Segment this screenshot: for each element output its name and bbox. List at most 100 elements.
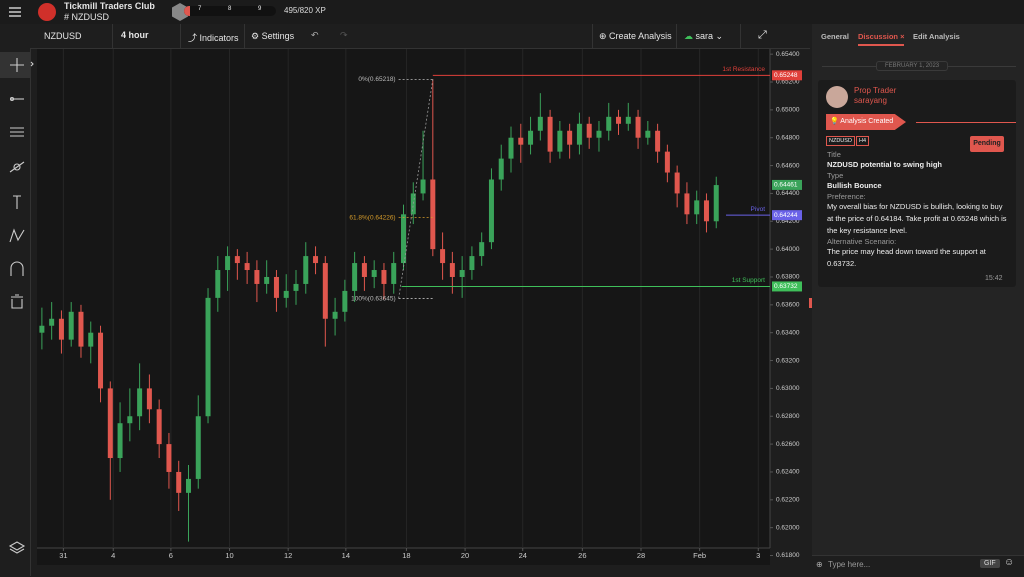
tab-underline (858, 44, 904, 46)
xp-fill (184, 6, 190, 16)
create-analysis[interactable]: ⊕ Create Analysis (599, 31, 672, 41)
y-tick-label: 0.62600 (776, 441, 800, 448)
y-tick-label: 0.62800 (776, 413, 800, 420)
y-tick-label: 0.63800 (776, 274, 800, 281)
candle-body (674, 172, 680, 194)
tab[interactable]: General (821, 32, 849, 41)
candle-body (459, 270, 465, 277)
indicators[interactable]: ⤴ Indicators (188, 33, 239, 43)
field-text: The price may head down toward the suppo… (827, 247, 986, 268)
emoji-add[interactable]: ⊕ (816, 560, 823, 569)
x-tick-label: 6 (169, 551, 173, 560)
y-tick-label: 0.64200 (776, 218, 800, 225)
level-label: 1st Resistance (722, 66, 765, 73)
logo (38, 3, 56, 21)
candle-body (547, 116, 553, 152)
candle-body (391, 263, 397, 284)
gif-button[interactable]: GIF (980, 559, 1000, 568)
field-text: NZDUSD potential to swing high (827, 160, 942, 169)
x-tick-label: 31 (59, 551, 67, 560)
undo[interactable]: ↶ (311, 30, 319, 40)
y-tick-label: 0.63200 (776, 357, 800, 364)
candle-body (176, 471, 182, 493)
candle-body (283, 290, 289, 298)
chat-bar (812, 555, 1024, 577)
tool-icons[interactable] (0, 48, 36, 576)
fib-label: 0%(0.65218) (358, 76, 395, 83)
candle-body (264, 276, 270, 284)
tag: NZDUSD (826, 136, 855, 146)
candle-body (58, 318, 64, 340)
x-tick-label: 20 (461, 551, 469, 560)
y-tick-label: 0.61800 (776, 552, 800, 559)
candle-body (244, 263, 250, 271)
message-input[interactable]: Type here... (828, 560, 871, 569)
candle-body (225, 256, 231, 271)
candle-body (713, 185, 719, 222)
tab[interactable]: Edit Analysis (913, 32, 960, 41)
candle-body (401, 214, 406, 264)
plot-bg (37, 49, 770, 565)
xp: 495/820 XP (284, 6, 326, 15)
role: Prop Trader (854, 86, 897, 95)
price-tag-label: 0.65248 (774, 72, 798, 79)
candle-body (596, 130, 602, 138)
user-menu[interactable]: ☁ sara ⌄ (684, 31, 724, 41)
candle-body (49, 318, 55, 326)
last-price-tag (772, 179, 802, 190)
redo[interactable]: ↷ (340, 30, 348, 40)
x-tick-label: 4 (111, 551, 115, 560)
candle-body (616, 116, 622, 124)
level: 9 (258, 6, 262, 12)
date-chip: FEBRUARY 1, 2023 (876, 61, 949, 71)
banner-text: Analysis Created (840, 118, 894, 125)
interval[interactable]: 4 hour (121, 30, 149, 40)
candle-body (68, 311, 74, 340)
y-tick-label: 0.63400 (776, 329, 800, 336)
candle-body (440, 249, 446, 264)
y-tick-label: 0.63600 (776, 302, 800, 309)
settings-label: Settings (261, 31, 295, 41)
candle-body (234, 256, 240, 264)
y-tick-label: 0.64000 (776, 246, 800, 253)
card-fields: Title NZDUSD potential to swing high Typ… (827, 150, 1007, 270)
candle-body (488, 179, 494, 243)
candle-body (361, 263, 367, 277)
candle-body (410, 193, 416, 215)
candle-body (293, 283, 299, 291)
candle-body (606, 116, 612, 131)
menu-icon[interactable] (8, 6, 22, 18)
y-tick-label: 0.63000 (776, 385, 800, 392)
candle-body (352, 263, 358, 291)
y-tick-label: 0.64400 (776, 190, 800, 197)
status-banner: 💡 Analysis Created (826, 114, 906, 130)
field-label: Type (827, 171, 844, 180)
y-tick-label: 0.65200 (776, 79, 800, 86)
last-price-label: 0.64461 (774, 182, 798, 189)
field-text: My overall bias for NZDUSD is bullish, l… (827, 202, 1007, 235)
candle-body (684, 193, 690, 215)
candle-body (313, 256, 319, 264)
settings[interactable]: ⚙ Settings (251, 31, 295, 41)
x-tick-label: 24 (519, 551, 527, 560)
x-tick-label: 3 (756, 551, 760, 560)
tab-active[interactable]: Discussion × (858, 32, 905, 41)
symbol-select[interactable]: NZDUSD (44, 31, 82, 41)
x-tick-label: 26 (578, 551, 586, 560)
field-text: Bullish Bounce (827, 181, 882, 190)
fullscreen[interactable]: ⤢ (758, 29, 767, 41)
candle-body (635, 116, 641, 138)
level-label: Pivot (751, 206, 766, 213)
candle-body (195, 416, 201, 479)
candle-body (166, 444, 172, 472)
indicators-label: Indicators (199, 33, 239, 43)
symbol: NZDUSD (71, 12, 110, 22)
x-tick-label: 14 (342, 551, 350, 560)
emoji-button[interactable]: ☺ (1004, 557, 1015, 568)
splitter[interactable] (809, 298, 812, 308)
candle-body (342, 290, 348, 312)
candle-body (537, 116, 543, 131)
banner-line (916, 122, 1016, 123)
header-symbol: # NZDUSD (64, 12, 110, 22)
